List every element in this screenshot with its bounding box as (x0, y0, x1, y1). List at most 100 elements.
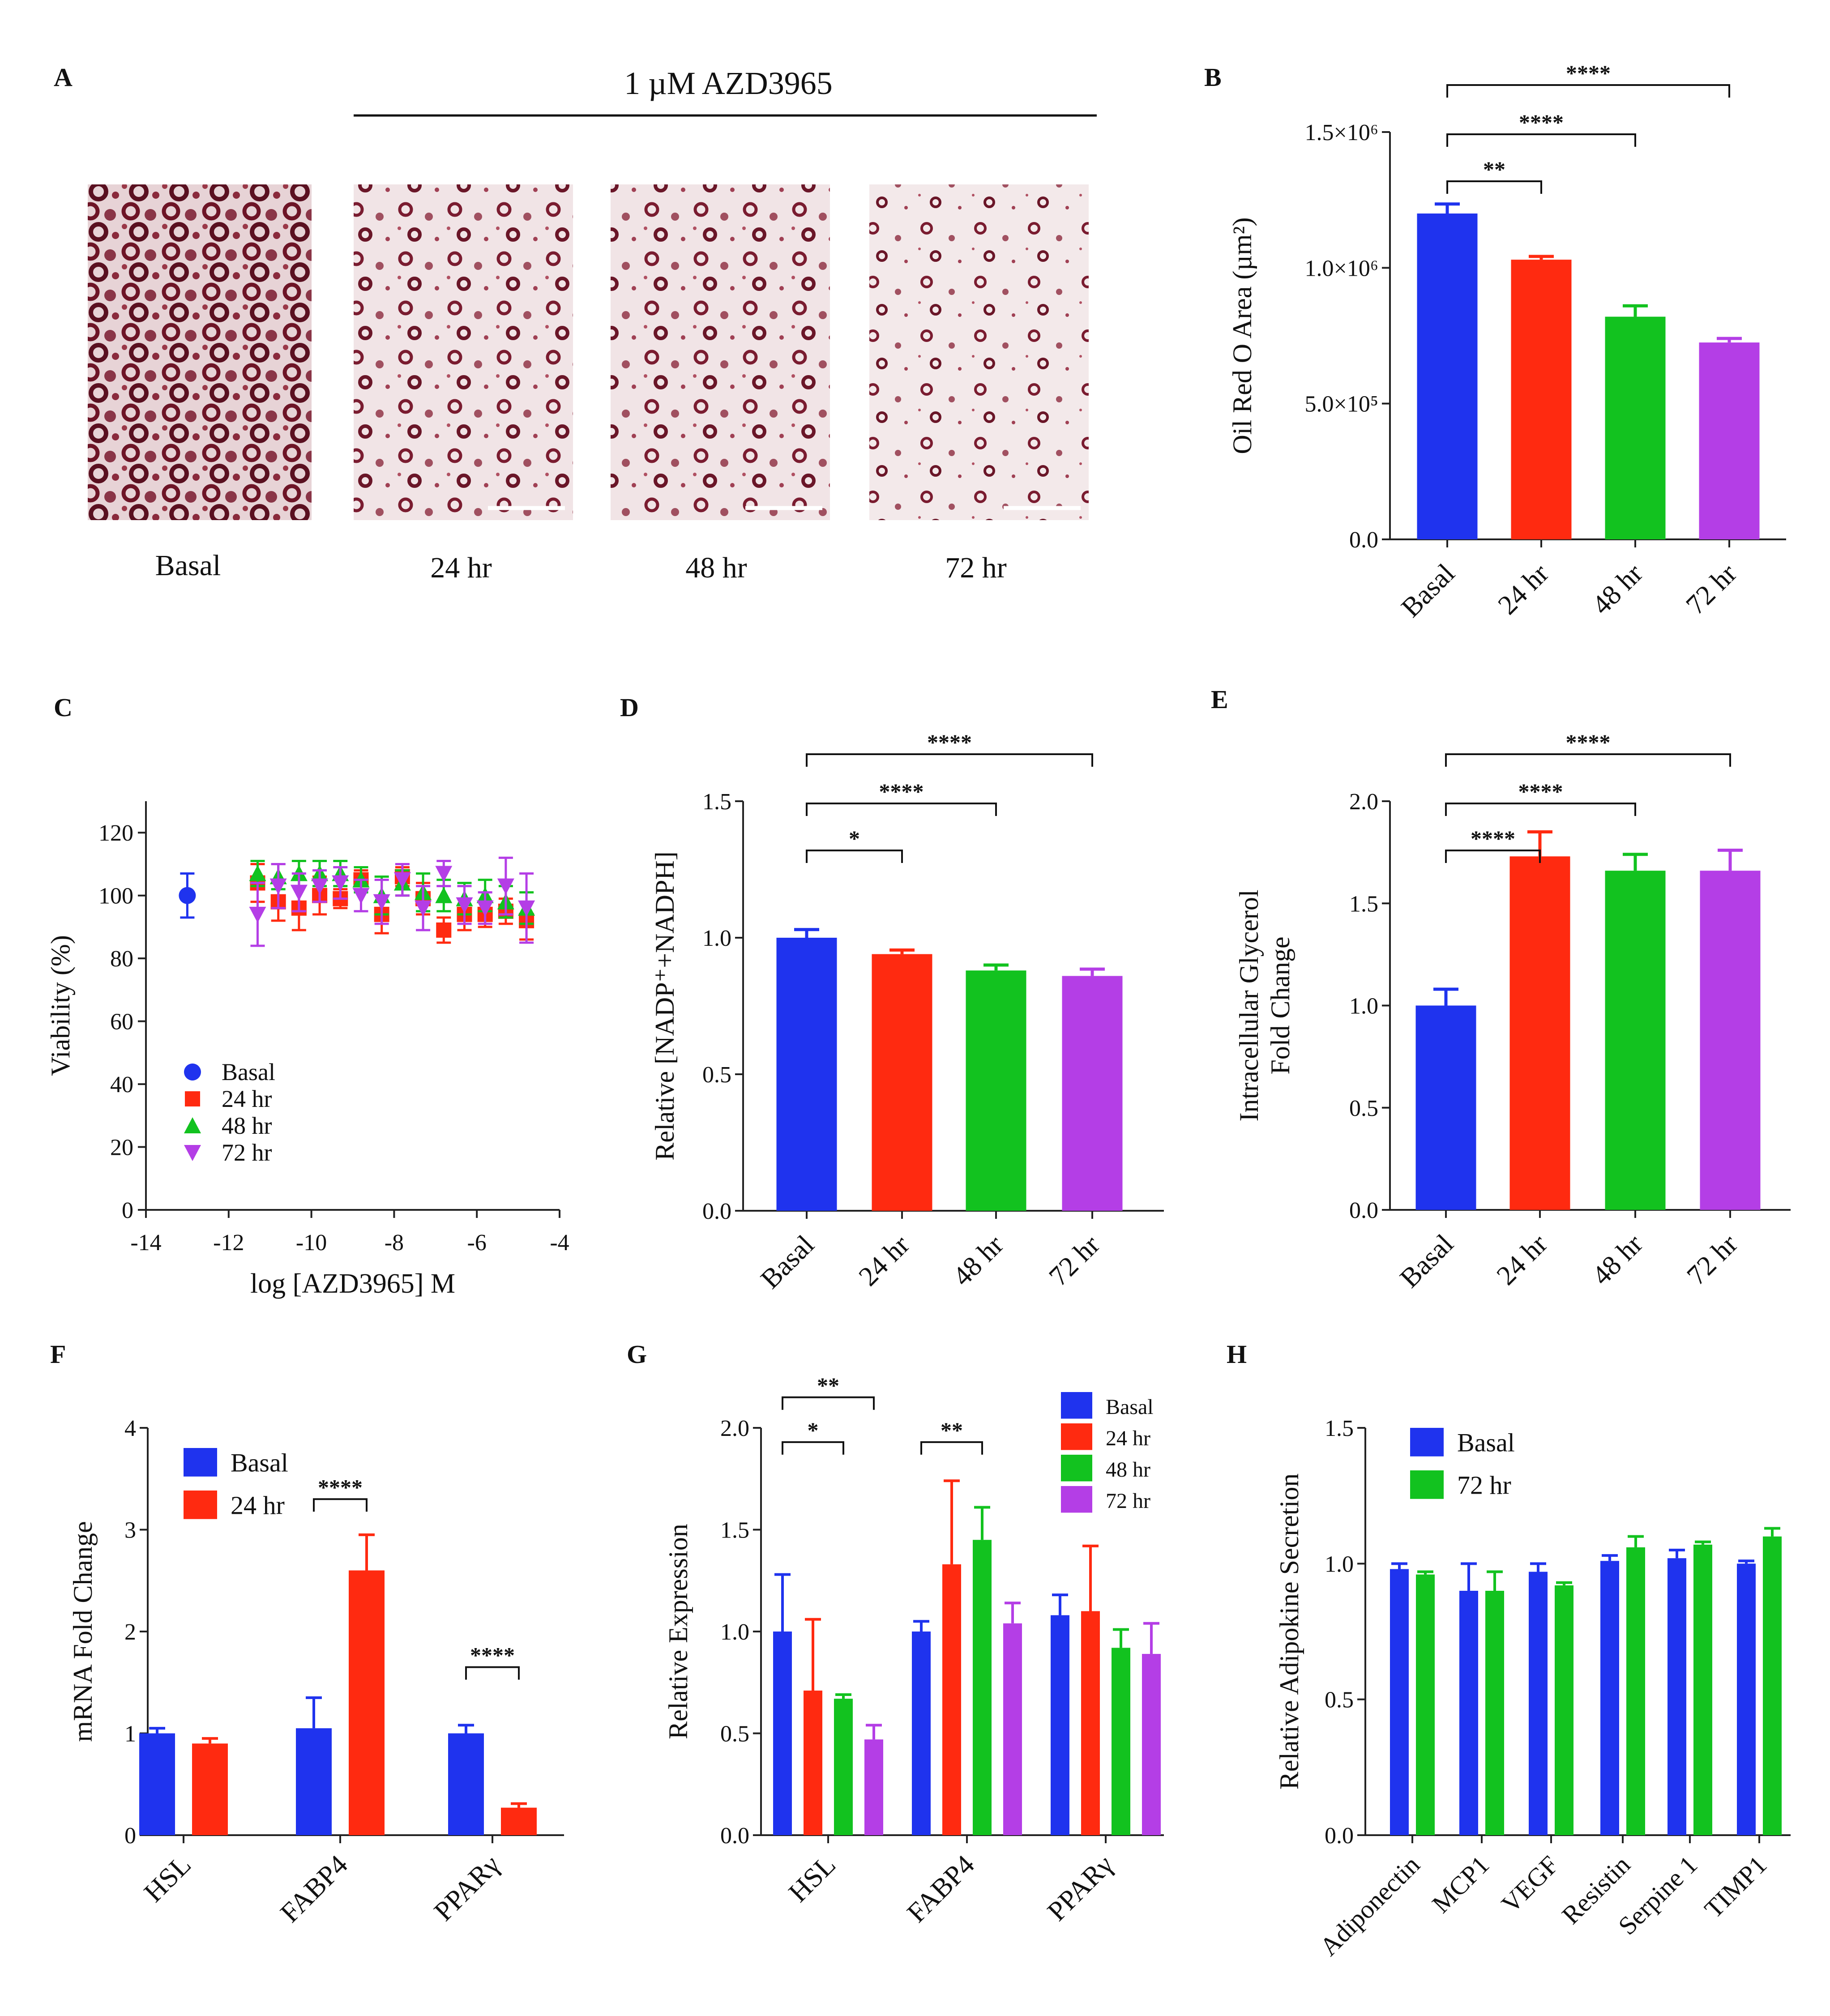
y-tick-label: 0.5 (720, 1721, 749, 1747)
caption-basal: Basal (155, 549, 221, 582)
x-tick-label: 72 hr (1680, 558, 1743, 621)
significance-label: ** (1483, 157, 1505, 182)
legend-label: 24 hr (1106, 1427, 1150, 1450)
bar (1700, 871, 1761, 1210)
bar (973, 1540, 992, 1835)
significance-bracket (1446, 84, 1730, 98)
y-tick-label: 1.5 (1325, 1416, 1354, 1441)
x-tick-label: -4 (550, 1230, 569, 1256)
legend-label: 72 hr (222, 1139, 272, 1166)
bar (1693, 1544, 1712, 1835)
bar (1112, 1648, 1130, 1835)
micrograph-72hr (869, 184, 1089, 520)
data-point (352, 888, 370, 904)
bar (1415, 1005, 1476, 1210)
significance-label: **** (470, 1643, 515, 1668)
y-tick-label: 100 (98, 884, 133, 909)
y-tick-label: 120 (98, 820, 133, 846)
panel-b: 0.0 5.0×10⁵ 1.0×10⁶ 1.5×10⁶ Oil Red O Area (… (1204, 60, 1786, 623)
significance-bracket (806, 803, 997, 816)
x-tick-label: 24 hr (1492, 558, 1555, 621)
data-point (497, 878, 514, 895)
bar (1003, 1623, 1022, 1835)
legend-label: 24 hr (222, 1085, 272, 1112)
x-tick-label: -14 (130, 1230, 161, 1256)
significance-label: ** (817, 1373, 839, 1398)
y-tick-label: 0.5 (1325, 1687, 1354, 1713)
data-point (249, 865, 266, 881)
bar (1051, 1615, 1069, 1835)
y-tick-label: 1.5×10⁶ (1305, 120, 1378, 145)
legend-marker (184, 1117, 201, 1133)
x-tick-label: -6 (467, 1230, 487, 1256)
y-tick-label: 3 (124, 1518, 136, 1543)
legend-label: Basal (1106, 1395, 1154, 1419)
y-axis-label-2: Fold Change (1266, 936, 1295, 1074)
significance-label: **** (1471, 826, 1515, 851)
legend-label: 48 hr (222, 1112, 272, 1139)
data-point (435, 887, 453, 903)
x-axis-label: log [AZD3965] M (250, 1269, 455, 1299)
bar (1062, 976, 1123, 1211)
x-tick-label: Basal (1394, 1229, 1459, 1294)
legend-marker (184, 1145, 201, 1161)
y-tick-label: 0.0 (1325, 1823, 1354, 1849)
significance-label: **** (927, 730, 972, 755)
bar (1737, 1563, 1756, 1835)
x-tick-label: HSL (138, 1849, 197, 1908)
bar (1390, 1569, 1409, 1835)
y-tick-label: 60 (110, 1009, 133, 1035)
bar (1459, 1591, 1478, 1835)
data-point (518, 900, 535, 917)
legend-swatch (1410, 1470, 1444, 1499)
micrograph-24hr (354, 184, 573, 520)
panel-letter: F (50, 1340, 66, 1369)
panel-letter: H (1227, 1340, 1247, 1369)
bar (1699, 342, 1760, 539)
treatment-label: 1 µM AZD3965 (624, 65, 833, 101)
data-point (393, 872, 411, 888)
data-point (415, 900, 432, 917)
panel-h: 0.0 0.5 1.0 1.5 Relative Adipokine Secretion… (1227, 1340, 1791, 1961)
legend-marker (184, 1064, 201, 1081)
significance-label: **** (1518, 779, 1563, 804)
significance-bracket (782, 1396, 875, 1410)
micrograph-basal (88, 184, 312, 520)
significance-bracket (465, 1666, 520, 1680)
data-point (311, 878, 329, 895)
legend-label: Basal (231, 1448, 288, 1478)
x-tick-label: FABP4 (274, 1849, 353, 1928)
legend-swatch (1061, 1423, 1092, 1450)
data-point (269, 878, 287, 895)
bar (804, 1690, 822, 1835)
significance-label: ** (941, 1418, 963, 1443)
x-tick-label: PPARγ (428, 1849, 506, 1927)
y-tick-label: 0.0 (1349, 527, 1378, 553)
y-tick-label: 1.5 (702, 789, 731, 815)
y-axis-label: Relative [NADP⁺+NADPH] (650, 851, 680, 1160)
panel-d: 0.0 0.5 1.0 1.5 Relative [NADP⁺+NADPH] D Basal… (620, 693, 1164, 1294)
bar (1485, 1591, 1504, 1835)
x-tick-label: 48 hr (1586, 558, 1649, 621)
y-axis-label: Relative Expression (663, 1524, 693, 1739)
legend-swatch (1061, 1486, 1092, 1513)
data-point (476, 900, 494, 917)
bar (1763, 1536, 1782, 1835)
bar (1417, 214, 1478, 539)
significance-bracket (782, 1441, 844, 1455)
panel-f: 0 1 2 3 4 mRNA Fold Change F HSL FABP4 PPARγ **** *… (50, 1340, 564, 1928)
data-point (179, 887, 196, 904)
bar (1509, 856, 1570, 1210)
panel-c: C 0 20 40 60 80 100 120 -14 -12 -10 -8 -6 -4 Viability… (46, 693, 569, 1299)
data-point (456, 897, 473, 914)
x-tick-label: 48 hr (1586, 1229, 1649, 1291)
significance-bracket (806, 850, 903, 863)
x-tick-label: MCP1 (1426, 1850, 1495, 1918)
legend-label: 72 hr (1457, 1471, 1511, 1500)
bar (1668, 1558, 1686, 1835)
y-tick-label: 20 (110, 1135, 133, 1161)
bar (1529, 1572, 1548, 1835)
bar (1600, 1561, 1619, 1835)
bar (1081, 1611, 1100, 1835)
